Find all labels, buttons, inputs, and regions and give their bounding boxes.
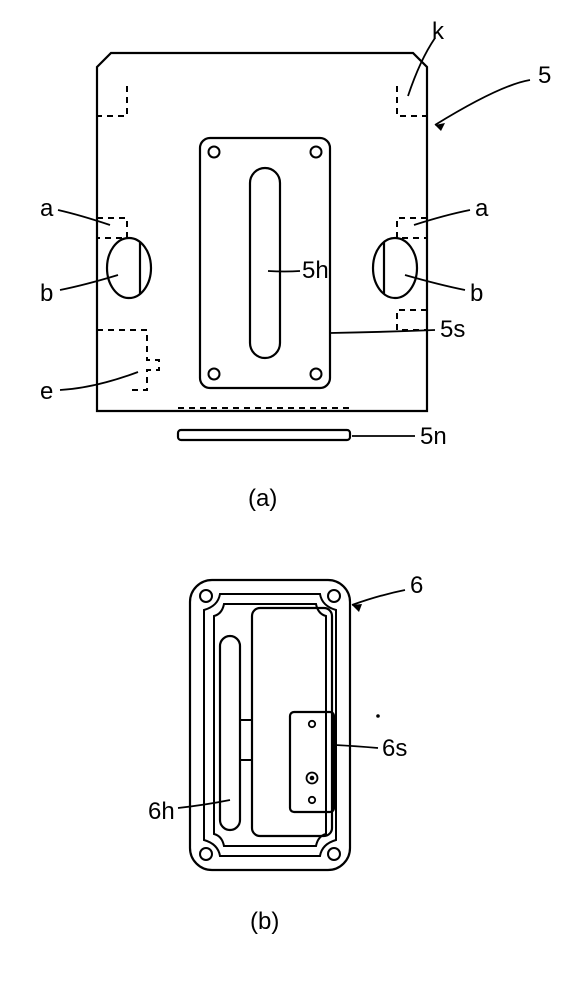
leader-5h — [268, 271, 300, 272]
block-target-inner — [310, 776, 315, 781]
label-5h: 5h — [302, 257, 329, 285]
caption-a: (a) — [248, 485, 277, 513]
label-6s: 6s — [382, 735, 407, 763]
corner-hole-tl — [200, 590, 212, 602]
label-5n: 5n — [420, 423, 447, 451]
plate-screw-tr — [311, 147, 322, 158]
label-6: 6 — [410, 572, 423, 600]
label-5s: 5s — [440, 316, 465, 344]
leader-5 — [435, 80, 530, 125]
gasket-outer — [204, 594, 336, 856]
caption-b: (b) — [250, 908, 279, 936]
plate-screw-br — [311, 369, 322, 380]
corner-hole-tr — [328, 590, 340, 602]
hidden-mid-right — [397, 218, 427, 238]
leader-k — [408, 38, 435, 96]
arrow-6 — [352, 604, 362, 612]
right-inner-rect — [252, 608, 332, 836]
hidden-bot-left — [97, 330, 159, 390]
period-dot — [376, 714, 380, 718]
hidden-mid-left — [97, 218, 127, 238]
hidden-top-left — [97, 86, 127, 116]
label-k: k — [432, 18, 444, 46]
bar-5n — [178, 430, 350, 440]
figure-b — [178, 580, 405, 870]
label-a-left: a — [40, 195, 53, 223]
label-a-right: a — [475, 195, 488, 223]
leader-e — [60, 372, 138, 390]
hidden-low-right — [397, 310, 427, 330]
center-slot — [250, 168, 280, 358]
plate-screw-tl — [209, 147, 220, 158]
leader-6 — [352, 590, 405, 605]
hidden-top-right — [397, 86, 427, 116]
diagram-canvas — [0, 0, 581, 1000]
corner-hole-br — [328, 848, 340, 860]
label-6h: 6h — [148, 798, 175, 826]
figure-a — [58, 38, 530, 440]
leader-6s — [335, 745, 378, 748]
block-hole-bot — [309, 797, 315, 803]
leader-5s — [330, 330, 435, 333]
block-hole-top — [309, 721, 315, 727]
label-e: e — [40, 378, 53, 406]
ellipse-right — [373, 238, 417, 298]
label-5: 5 — [538, 62, 551, 90]
corner-hole-bl — [200, 848, 212, 860]
plate-screw-bl — [209, 369, 220, 380]
ellipse-left — [107, 238, 151, 298]
label-b-left: b — [40, 280, 53, 308]
label-b-right: b — [470, 280, 483, 308]
